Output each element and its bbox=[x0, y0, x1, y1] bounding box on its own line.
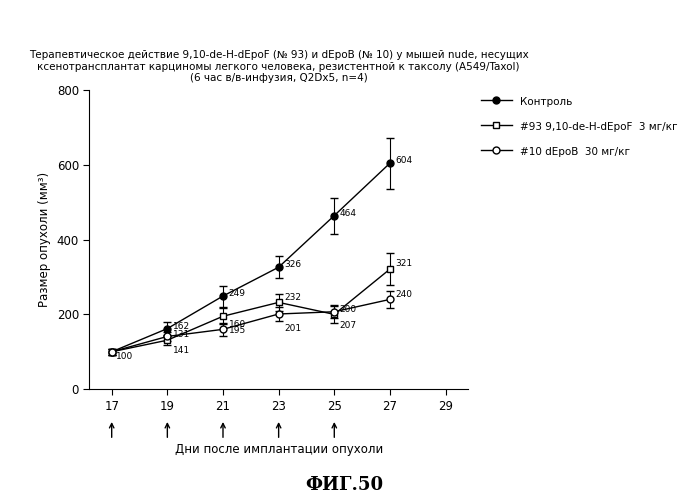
Text: ФИГ.50: ФИГ.50 bbox=[305, 476, 383, 494]
Text: 249: 249 bbox=[228, 289, 246, 298]
Y-axis label: Размер опухоли (мм³): Размер опухоли (мм³) bbox=[39, 172, 51, 307]
Title: Терапевтическое действие 9,10-de-H-dEpoF (№ 93) и dEpoB (№ 10) у мышей nude, нес: Терапевтическое действие 9,10-de-H-dEpoF… bbox=[29, 50, 528, 83]
Text: 141: 141 bbox=[173, 346, 190, 355]
Text: 201: 201 bbox=[284, 324, 301, 333]
Text: 207: 207 bbox=[340, 321, 357, 330]
Text: 240: 240 bbox=[396, 289, 413, 298]
X-axis label: Дни после имплантации опухоли: Дни после имплантации опухоли bbox=[175, 443, 383, 456]
Text: 604: 604 bbox=[396, 156, 413, 165]
Text: 232: 232 bbox=[284, 292, 301, 301]
Text: 326: 326 bbox=[284, 260, 301, 269]
Text: 321: 321 bbox=[396, 259, 413, 268]
Text: 160: 160 bbox=[228, 319, 246, 328]
Text: 200: 200 bbox=[340, 304, 357, 313]
Text: 100: 100 bbox=[116, 352, 133, 361]
Text: 464: 464 bbox=[340, 209, 357, 218]
Text: 162: 162 bbox=[173, 321, 190, 331]
Legend: Контроль, #93 9,10-de-H-dEpoF  3 мг/кг, #10 dEpoB  30 мг/кг: Контроль, #93 9,10-de-H-dEpoF 3 мг/кг, #… bbox=[481, 95, 678, 158]
Text: 195: 195 bbox=[228, 326, 246, 335]
Text: 131: 131 bbox=[173, 330, 190, 339]
